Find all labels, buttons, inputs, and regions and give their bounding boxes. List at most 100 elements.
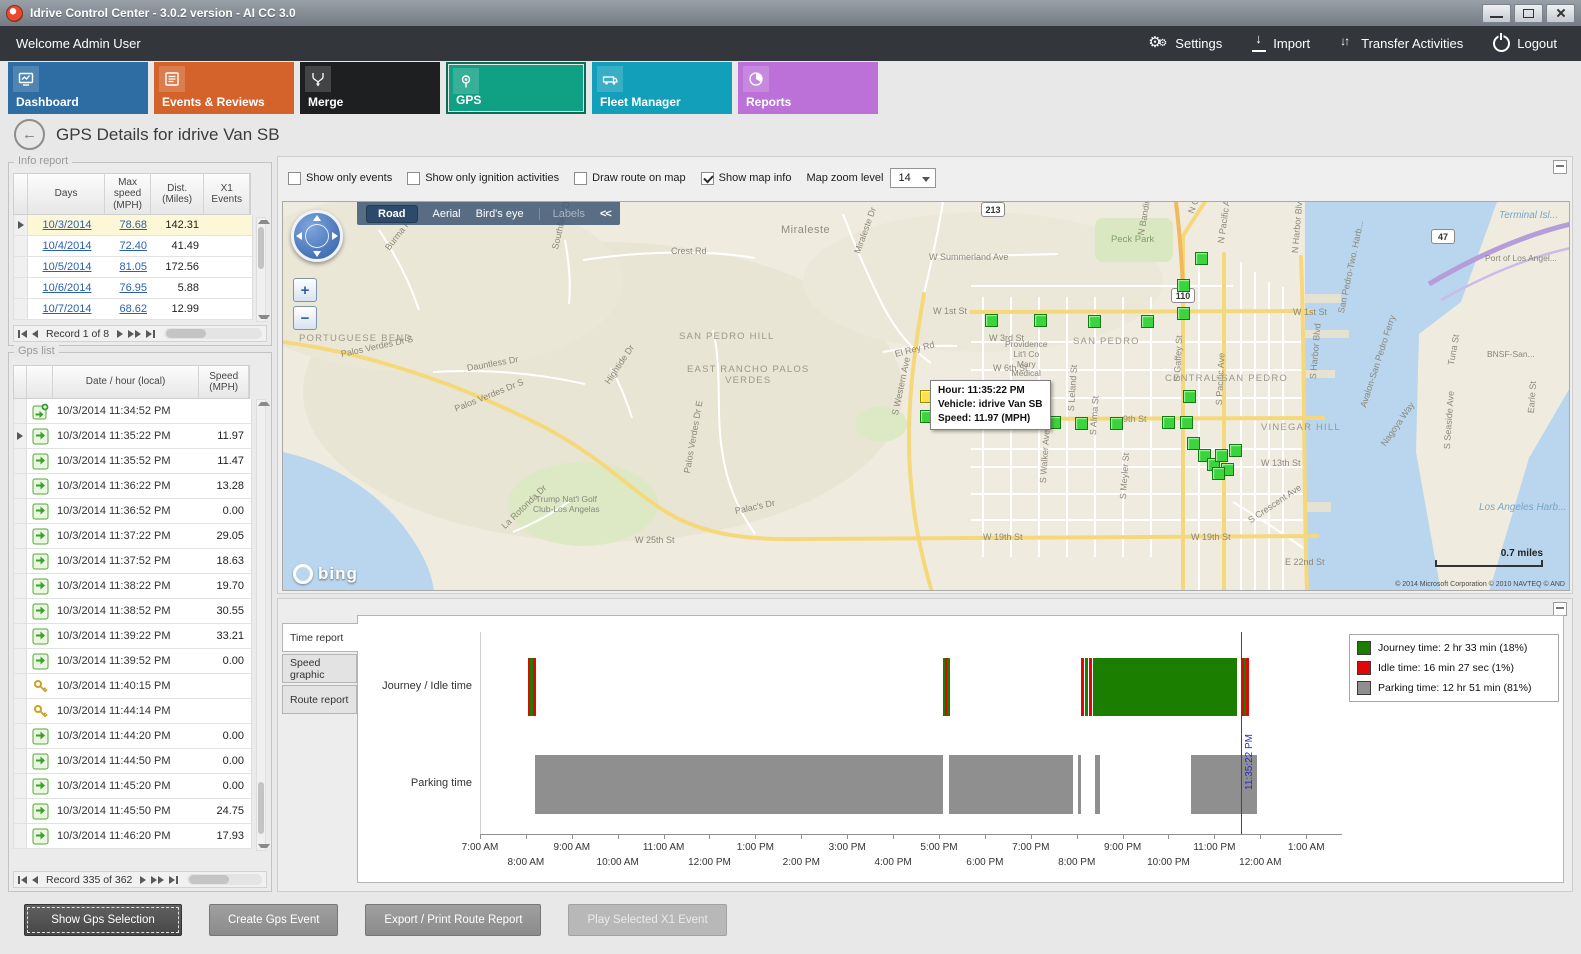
play-selected-x1-event-button[interactable]: Play Selected X1 Event [568,904,727,936]
minimize-button[interactable] [1482,3,1511,23]
map-canvas[interactable]: Miraleste Peck Park W Summerland Ave Crest … [282,201,1570,591]
gps-marker[interactable] [1177,307,1190,320]
gps-list-row[interactable]: 10/3/2014 11:37:22 PM 29.05 [13,524,252,549]
next-record-button[interactable] [117,329,124,338]
map-panel-collapse-icon[interactable] [1553,160,1567,174]
last-record-button[interactable] [169,875,179,884]
prev-record-button[interactable] [32,329,38,338]
gps-list-row[interactable]: 10/3/2014 11:34:52 PM [13,399,252,424]
gps-marker[interactable] [1075,417,1088,430]
gps-list-row[interactable]: 10/3/2014 11:36:52 PM 0.00 [13,499,252,524]
create-gps-event-button[interactable]: Create Gps Event [209,904,339,936]
gps-marker[interactable] [1180,416,1193,429]
column-header[interactable]: Dist. (Miles) [151,174,205,214]
gps-marker[interactable] [1195,252,1208,265]
gps-marker[interactable] [1110,417,1123,430]
settings-button[interactable]: Settings [1148,33,1222,52]
scroll-down-icon[interactable] [258,315,270,319]
gps-marker[interactable] [1141,315,1154,328]
day-link[interactable]: 10/5/2014 [42,261,92,273]
map-zoom-in-button[interactable] [293,278,317,302]
prev-record-button[interactable] [32,875,38,884]
column-header[interactable]: Max speed (MPH) [105,174,151,214]
checkbox-icon[interactable] [407,171,421,185]
day-link[interactable]: 10/3/2014 [42,219,92,231]
gps-marker[interactable] [1215,449,1228,462]
tab-speed-graphic[interactable]: Speed graphic [282,654,357,683]
map-tab-road[interactable]: Road [366,204,418,223]
gps-marker[interactable] [1212,467,1225,480]
info-report-row[interactable]: 10/3/2014 78.68 142.31 [13,215,253,236]
next-page-button[interactable] [151,875,165,884]
gps-marker[interactable] [985,314,998,327]
tab-route-report[interactable]: Route report [282,685,357,714]
gps-list-row[interactable]: 10/3/2014 11:44:14 PM [13,699,252,724]
info-report-vscrollbar[interactable] [256,217,270,322]
gps-list-row[interactable]: 10/3/2014 11:39:22 PM 33.21 [13,624,252,649]
map-zoom-select[interactable]: 14 [890,168,937,188]
tile-gps[interactable]: GPS [446,62,586,114]
gps-list-row[interactable]: 10/3/2014 11:35:22 PM 11.97 [13,424,252,449]
gps-list-row[interactable]: 10/3/2014 11:35:52 PM 11.47 [13,449,252,474]
gps-marker[interactable] [1034,314,1047,327]
time-cursor[interactable] [1241,632,1243,834]
first-record-button[interactable] [18,875,27,884]
checkbox-icon[interactable] [574,171,588,185]
info-report-row[interactable]: 10/7/2014 68.62 12.99 [13,299,253,320]
day-link[interactable]: 10/7/2014 [42,303,92,315]
close-button[interactable] [1546,3,1575,23]
tile-dashboard[interactable]: Dashboard [8,62,148,114]
gps-marker[interactable] [1162,416,1175,429]
transfer-activities-button[interactable]: Transfer Activities [1340,34,1463,51]
max-speed-link[interactable]: 81.05 [119,261,147,273]
gps-marker[interactable] [1088,315,1101,328]
map-compass-control[interactable] [291,210,343,262]
gps-marker[interactable] [1183,390,1196,403]
gps-list-row[interactable]: 10/3/2014 11:45:20 PM 0.00 [13,774,252,799]
tile-events-reviews[interactable]: Events & Reviews [154,62,294,114]
export-print-route-report-button[interactable]: Export / Print Route Report [365,904,542,936]
gps-list-row[interactable]: 10/3/2014 11:44:20 PM 0.00 [13,724,252,749]
first-record-button[interactable] [18,329,27,338]
logout-button[interactable]: Logout [1493,33,1557,52]
next-record-button[interactable] [140,875,147,884]
max-speed-link[interactable]: 76.95 [119,282,147,294]
gps-list-row[interactable]: 10/3/2014 11:46:20 PM 17.93 [13,824,252,849]
checkbox-show-only-events[interactable]: Show only events [288,171,392,185]
tile-fleet-manager[interactable]: Fleet Manager [592,62,732,114]
maximize-button[interactable] [1514,3,1543,23]
info-report-row[interactable]: 10/5/2014 81.05 172.56 [13,257,253,278]
checkbox-icon[interactable] [288,171,301,185]
column-header[interactable]: Days [28,174,106,214]
next-page-button[interactable] [128,329,142,338]
scroll-down-icon[interactable] [258,844,270,848]
map-tab-birdseye[interactable]: Bird's eye [475,207,524,220]
checkbox-draw-route[interactable]: Draw route on map [574,171,686,185]
scroll-up-icon[interactable] [258,220,270,224]
tile-reports[interactable]: Reports [738,62,878,114]
gps-list-row[interactable]: 10/3/2014 11:36:22 PM 13.28 [13,474,252,499]
gps-list-row[interactable]: 10/3/2014 11:38:52 PM 30.55 [13,599,252,624]
gps-list-row[interactable]: 10/3/2014 11:38:22 PM 19.70 [13,574,252,599]
day-link[interactable]: 10/4/2014 [42,240,92,252]
info-report-row[interactable]: 10/6/2014 76.95 5.88 [13,278,253,299]
gps-list-row[interactable]: 10/3/2014 11:44:50 PM 0.00 [13,749,252,774]
tile-merge[interactable]: Merge [300,62,440,114]
column-header[interactable]: X1 Events [204,174,250,214]
pan-west-icon[interactable] [296,232,302,240]
column-header[interactable]: Date / hour (local) [53,366,200,398]
gps-list-row[interactable]: 10/3/2014 11:40:15 PM [13,674,252,699]
checkbox-show-only-ignition[interactable]: Show only ignition activities [407,171,559,185]
last-record-button[interactable] [146,329,156,338]
scroll-up-icon[interactable] [258,402,270,406]
max-speed-link[interactable]: 72.40 [119,240,147,252]
day-link[interactable]: 10/6/2014 [42,282,92,294]
back-button[interactable] [14,119,45,150]
gps-marker[interactable] [1187,437,1200,450]
map-bar-collapse-button[interactable]: << [600,207,612,220]
gps-list-vscrollbar[interactable] [256,399,270,851]
gps-list-row[interactable]: 10/3/2014 11:39:52 PM 0.00 [13,649,252,674]
gps-list-row[interactable]: 10/3/2014 11:37:52 PM 18.63 [13,549,252,574]
gps-marker[interactable] [1177,279,1190,292]
tab-time-report[interactable]: Time report [282,623,358,652]
